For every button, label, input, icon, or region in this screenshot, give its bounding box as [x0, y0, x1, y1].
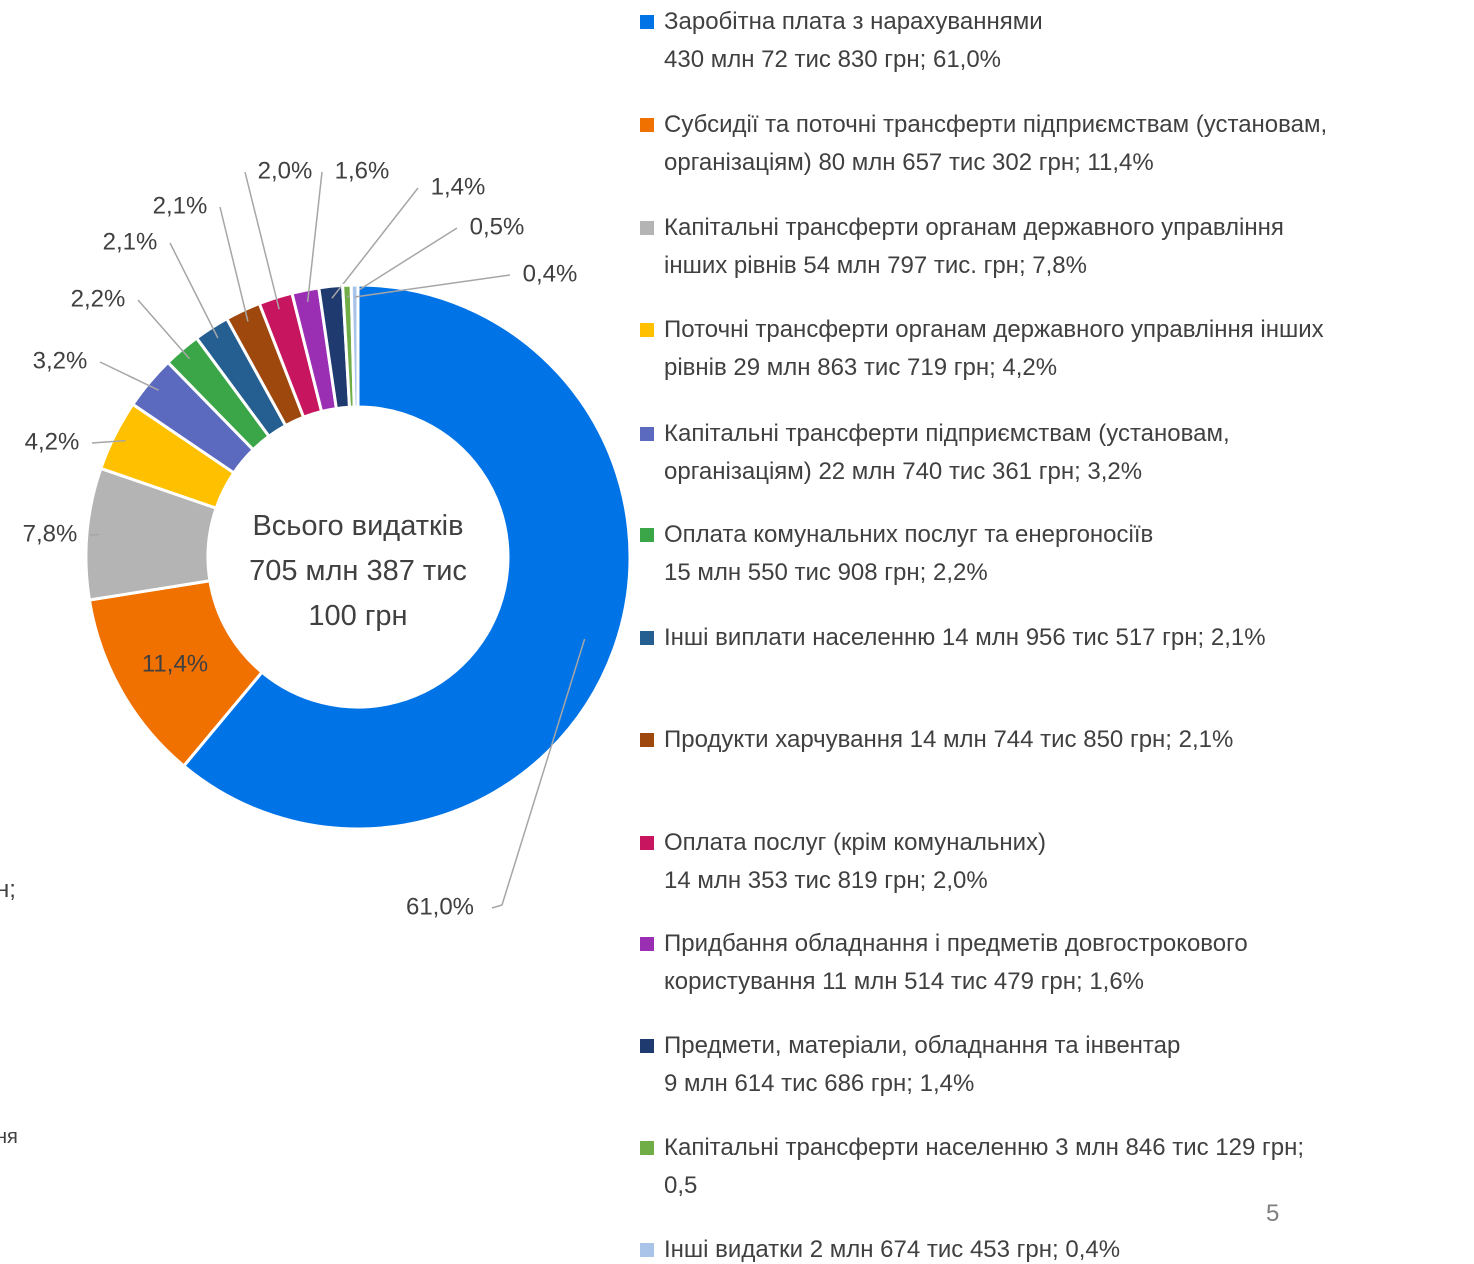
data-label: 2,2%: [71, 285, 126, 312]
legend-entry: Інші виплати населенню 14 млн 956 тис 51…: [664, 624, 1266, 651]
legend-entry: Заробітна плата з нарахуваннями 430 млн …: [664, 8, 1043, 73]
data-label: 2,1%: [153, 192, 208, 219]
leader-line: [91, 439, 126, 444]
leader-line: [331, 187, 419, 299]
data-label: 0,4%: [523, 260, 578, 287]
data-label: 2,1%: [103, 228, 158, 255]
legend-entry: Субсидії та поточні трансферти підприємс…: [664, 111, 1328, 176]
legend-entry: Продукти харчування 14 млн 744 тис 850 г…: [664, 726, 1234, 753]
legend-swatch: [640, 836, 654, 850]
leader-line: [354, 274, 511, 298]
legend-entry: Оплата комунальних послуг та енергоносії…: [664, 521, 1154, 586]
leader-line: [244, 171, 280, 310]
legend-entry: Придбання обладнання і предметів довгост…: [664, 930, 1248, 995]
legend-swatch: [640, 323, 654, 337]
slice: [181, 283, 632, 831]
legend-swatch: [640, 1039, 654, 1053]
cut-text: ня: [0, 1126, 18, 1148]
data-label: 1,4%: [431, 173, 486, 200]
center-line: 100 грн: [308, 600, 407, 632]
leader-line: [169, 242, 219, 339]
slice: [349, 283, 360, 409]
data-label: 2,0%: [258, 157, 313, 184]
leader-line: [99, 361, 159, 391]
legend-swatch: [640, 733, 654, 747]
legend-swatch: [640, 528, 654, 542]
legend-swatch: [640, 1243, 654, 1257]
legend-swatch: [640, 427, 654, 441]
legend-entry: Капітальні трансферти підприємствам (уст…: [664, 420, 1230, 485]
legend-entry: Капітальні трансферти населенню 3 млн 84…: [664, 1134, 1305, 1199]
page-number: 5: [1266, 1200, 1280, 1227]
legend-swatch: [640, 15, 654, 29]
legend-entry: Предмети, матеріали, обладнання та інвен…: [664, 1032, 1181, 1097]
legend-entry: Капітальні трансферти органам державного…: [664, 214, 1284, 279]
leader-line: [491, 638, 586, 909]
leader-line: [346, 227, 458, 298]
data-label: 11,4%: [142, 650, 208, 677]
legend-swatch: [640, 937, 654, 951]
leader-line: [219, 206, 249, 322]
cut-text: н;: [0, 876, 16, 903]
legend-entry: Поточні трансферти органам державного уп…: [664, 316, 1324, 381]
legend-entry: Інші видатки 2 млн 674 тис 453 грн; 0,4%: [664, 1236, 1121, 1263]
leader-line: [306, 171, 323, 303]
center-label: Всього видатків 705 млн 387 тис 100 грн: [249, 510, 467, 632]
data-label: 4,2%: [25, 428, 80, 455]
data-label: 7,8%: [23, 520, 78, 547]
center-line: 705 млн 387 тис: [249, 555, 467, 587]
data-label: 61,0%: [406, 893, 474, 920]
legend-swatch: [640, 1141, 654, 1155]
center-line: Всього видатків: [252, 510, 463, 542]
legend-entry: Оплата послуг (крім комунальних) 14 млн …: [664, 829, 1046, 894]
legend-swatch: [640, 118, 654, 132]
legend-swatch: [640, 631, 654, 645]
data-label: 3,2%: [33, 347, 88, 374]
leader-line: [137, 299, 191, 360]
legend-swatch: [640, 221, 654, 235]
data-label: 0,5%: [470, 213, 525, 240]
data-label: 1,6%: [335, 157, 390, 184]
